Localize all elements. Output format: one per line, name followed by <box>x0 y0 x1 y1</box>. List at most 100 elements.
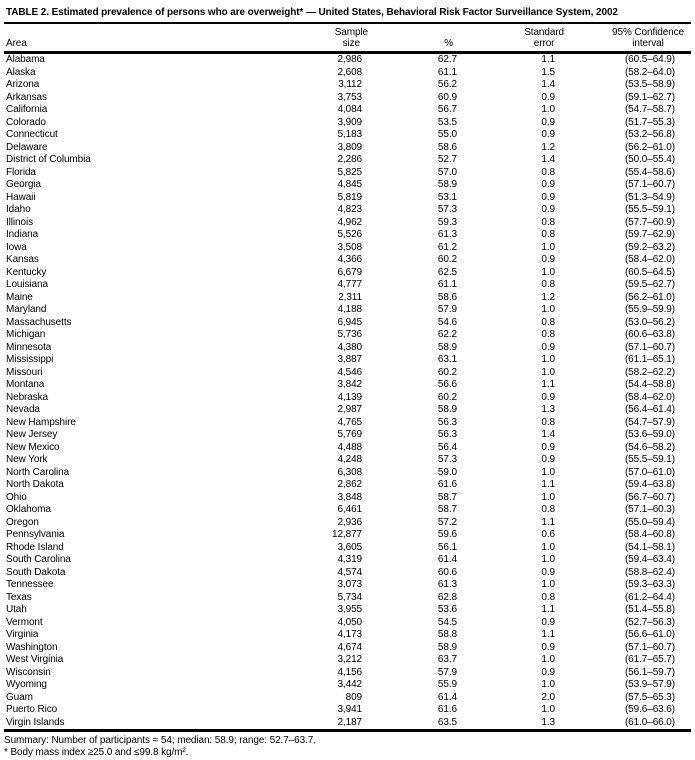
percent-cell: 58.9 <box>437 179 457 190</box>
confidence-interval-cell: (58.4–62.0) <box>624 391 675 403</box>
table-row: Puerto Rico 3,941 61.6 1.0 (59.6–63.6) <box>4 704 691 717</box>
area-cell: Virginia <box>6 629 39 640</box>
confidence-interval-cell: (61.1–65.1) <box>624 354 675 365</box>
table-row: Alabama 2,986 62.7 1.1 (60.5–64.9) <box>4 53 691 67</box>
standard-error-cell: 1.4 <box>541 429 555 440</box>
percent-cell: 58.7 <box>437 504 457 515</box>
table-row: Illinois 4,962 59.3 0.8 (57.7–60.9) <box>4 217 691 230</box>
standard-error-cell: 1.4 <box>541 154 555 165</box>
sample-size-cell: 3,941 <box>337 704 362 715</box>
area-cell: Florida <box>6 166 36 178</box>
area-cell: California <box>6 104 48 115</box>
area-cell: Nebraska <box>6 391 48 403</box>
area-cell: Texas <box>6 591 32 603</box>
area-cell: Nevada <box>6 404 40 415</box>
percent-cell: 59.6 <box>437 529 457 540</box>
table-row: Rhode Island 3,605 56.1 1.0 (54.1–58.1) <box>4 542 691 555</box>
table-row: Utah 3,955 53.6 1.1 (51.4–55.8) <box>4 604 691 617</box>
standard-error-cell: 1.0 <box>541 704 555 715</box>
table-row: Maine 2,311 58.6 1.2 (56.2–61.0) <box>4 292 691 305</box>
area-cell: Georgia <box>6 179 41 190</box>
area-cell: New Mexico <box>6 441 60 453</box>
table-row: Kentucky 6,679 62.5 1.0 (60.5–64.5) <box>4 267 691 280</box>
percent-cell: 54.6 <box>437 316 457 328</box>
confidence-interval-cell: (53.0–56.2) <box>624 316 675 328</box>
area-cell: West Virginia <box>6 654 64 665</box>
area-cell: Mississippi <box>6 354 54 365</box>
area-cell: Minnesota <box>6 341 52 353</box>
confidence-interval-cell: (58.4–60.8) <box>624 529 675 540</box>
sample-size-cell: 4,084 <box>337 104 362 115</box>
confidence-interval-cell: (55.9–59.9) <box>624 304 675 315</box>
sample-size-cell: 3,809 <box>337 141 362 153</box>
sample-size-cell: 6,679 <box>337 266 362 278</box>
sample-size-cell: 6,945 <box>337 316 362 328</box>
sample-size-cell: 3,605 <box>337 541 362 553</box>
sample-size-cell: 4,574 <box>337 566 362 578</box>
confidence-interval-cell: (52.7–56.3) <box>624 616 675 628</box>
standard-error-cell: 1.3 <box>541 404 555 415</box>
table-row: Idaho 4,823 57.3 0.9 (55.5–59.1) <box>4 204 691 217</box>
percent-cell: 56.1 <box>437 541 457 553</box>
area-cell: Washington <box>6 641 58 653</box>
area-cell: Michigan <box>6 329 46 340</box>
header-row: Area Sample size % Standard error 95% Conf… <box>4 24 691 54</box>
sample-size-cell: 5,736 <box>337 329 362 340</box>
table-row: Ohio 3,848 58.7 1.0 (56.7–60.7) <box>4 492 691 505</box>
confidence-interval-cell: (59.5–62.7) <box>624 279 675 290</box>
confidence-interval-cell: (58.4–62.0) <box>624 254 675 265</box>
column-header-percent: % <box>376 24 471 54</box>
table-row: Hawaii 5,819 53.1 0.9 (51.3–54.9) <box>4 192 691 205</box>
standard-error-cell: 1.0 <box>541 304 555 315</box>
area-cell: District of Columbia <box>6 154 91 165</box>
area-cell: Virgin Islands <box>6 716 65 728</box>
sample-size-cell: 3,508 <box>337 241 362 253</box>
sample-size-cell: 4,823 <box>337 204 362 215</box>
percent-cell: 57.3 <box>437 454 457 465</box>
area-cell: Kentucky <box>6 266 47 278</box>
standard-error-cell: 0.8 <box>541 591 555 603</box>
confidence-interval-cell: (57.1–60.7) <box>624 641 675 653</box>
standard-error-cell: 1.0 <box>541 554 555 565</box>
table-row: Oklahoma 6,461 58.7 0.8 (57.1–60.3) <box>4 504 691 517</box>
standard-error-cell: 0.8 <box>541 504 555 515</box>
table-row: New York 4,248 57.3 0.9 (55.5–59.1) <box>4 454 691 467</box>
area-cell: Alabama <box>6 54 45 65</box>
standard-error-cell: 0.8 <box>541 229 555 240</box>
area-cell: South Dakota <box>6 566 66 578</box>
prevalence-table: Area Sample size % Standard error 95% Conf… <box>4 24 691 732</box>
confidence-interval-cell: (54.4–58.8) <box>624 379 675 390</box>
table-row: North Dakota 2,862 61.6 1.1 (59.4–63.8) <box>4 479 691 492</box>
sample-size-cell: 3,112 <box>338 79 362 90</box>
sample-size-cell: 5,819 <box>337 191 362 203</box>
percent-cell: 56.6 <box>437 379 457 390</box>
table-row: Vermont 4,050 54.5 0.9 (52.7–56.3) <box>4 617 691 630</box>
sample-size-cell: 2,286 <box>337 154 362 165</box>
sample-size-cell: 4,488 <box>337 441 362 453</box>
percent-cell: 63.5 <box>437 716 457 728</box>
confidence-interval-cell: (58.2–64.0) <box>624 66 675 78</box>
area-cell: Guam <box>6 691 33 703</box>
confidence-interval-cell: (60.6–63.8) <box>624 329 675 340</box>
standard-error-cell: 0.8 <box>541 416 555 428</box>
confidence-interval-cell: (56.6–61.0) <box>624 629 675 640</box>
confidence-interval-cell: (56.1–59.7) <box>624 666 675 678</box>
standard-error-cell: 0.9 <box>541 204 555 215</box>
standard-error-cell: 1.0 <box>541 579 555 590</box>
area-cell: Utah <box>6 604 27 615</box>
standard-error-cell: 1.0 <box>541 366 555 378</box>
sample-size-cell: 3,753 <box>337 91 362 103</box>
table-row: Virgin Islands 2,187 63.5 1.3 (61.0–66.0) <box>4 717 691 731</box>
table-row: Nevada 2,987 58.9 1.3 (56.4–61.4) <box>4 404 691 417</box>
standard-error-cell: 1.0 <box>541 466 555 478</box>
standard-error-cell: 1.1 <box>541 604 555 615</box>
area-cell: New Jersey <box>6 429 58 440</box>
percent-cell: 58.9 <box>437 404 457 415</box>
table-row: Delaware 3,809 58.6 1.2 (56.2–61.0) <box>4 142 691 155</box>
table-row: Guam 809 61.4 2.0 (57.5–65.3) <box>4 692 691 705</box>
percent-cell: 62.7 <box>437 54 457 65</box>
percent-cell: 53.1 <box>437 191 457 203</box>
area-cell: New Hampshire <box>6 416 76 428</box>
standard-error-cell: 1.0 <box>541 654 555 665</box>
